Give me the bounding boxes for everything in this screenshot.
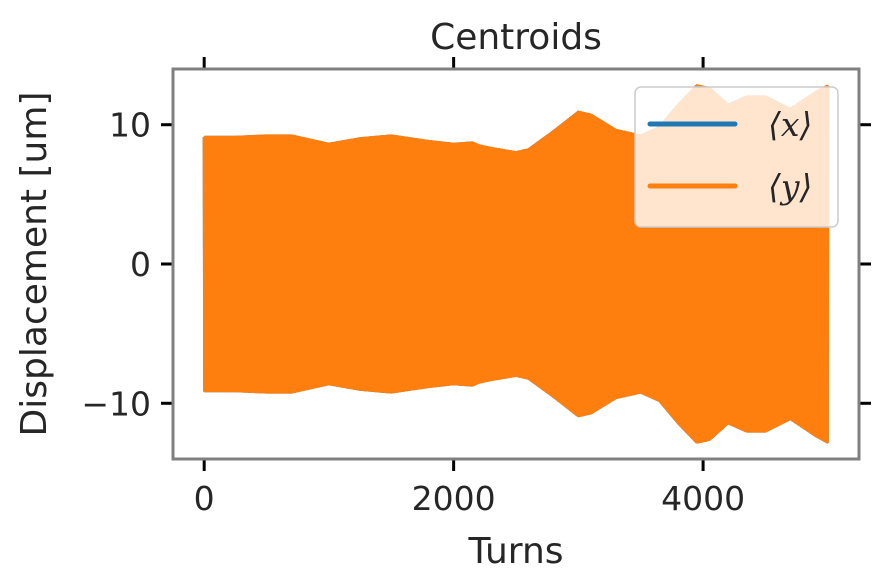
legend: ⟨x⟩ ⟨y⟩ [634, 86, 839, 228]
x-tick-label: 0 [194, 479, 215, 518]
legend-label-y: ⟨y⟩ [768, 167, 812, 206]
y-axis-title: Displacement [um] [14, 92, 55, 437]
y-tick-label: −10 [81, 384, 151, 423]
legend-label-x: ⟨x⟩ [768, 105, 812, 144]
y-tick-label: 10 [109, 106, 151, 145]
x-tick-label: 2000 [412, 479, 496, 518]
chart-title: Centroids [430, 17, 602, 58]
x-tick-label: 4000 [661, 479, 745, 518]
plot-frame [171, 67, 861, 461]
x-axis-title: Turns [467, 531, 563, 572]
y-tick-label: 0 [130, 245, 151, 284]
ticks-layer: 0 2000 4000 −10 0 10 [81, 57, 871, 518]
